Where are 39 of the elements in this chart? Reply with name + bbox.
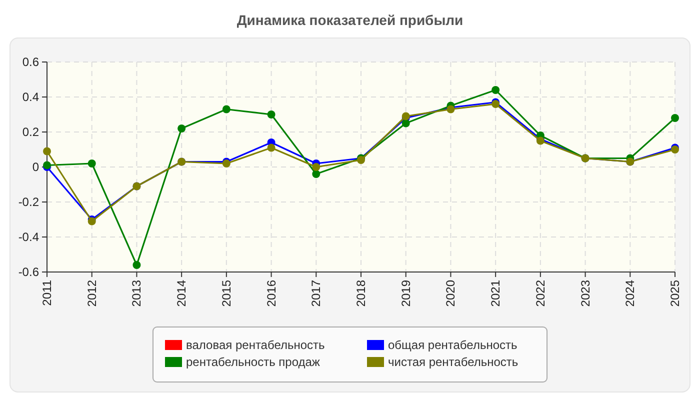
point [402, 119, 410, 128]
y-tick-label: -0.2 [18, 195, 40, 210]
y-tick-label: -0.6 [18, 265, 40, 280]
x-tick-label: 2020 [444, 280, 458, 307]
x-tick-label: 2014 [174, 280, 189, 307]
x-tick-label: 2012 [84, 280, 99, 307]
chart-title: Динамика показателей прибыли [236, 12, 464, 28]
legend-label: чистая рентабельность [388, 355, 518, 370]
point [312, 163, 320, 171]
y-tick-label: 0 [32, 160, 40, 174]
legend-label: общая рентабельность [388, 338, 518, 352]
x-tick-label: 2013 [130, 280, 144, 307]
point [312, 170, 320, 178]
y-tick-label: 0.6 [22, 55, 40, 70]
x-tick-label: 2011 [40, 280, 54, 306]
x-tick-label: 2016 [264, 280, 278, 307]
x-tick-label: 2024 [623, 280, 638, 307]
x-tick-label: 2019 [398, 280, 413, 307]
point [267, 110, 276, 118]
x-tick-label: 2021 [488, 280, 503, 307]
point [88, 160, 96, 168]
point [43, 147, 51, 156]
x-tick-label: 2018 [354, 280, 368, 307]
y-tick-label: 0.4 [22, 90, 40, 104]
point [671, 114, 679, 122]
y-tick-label: -0.4 [18, 230, 40, 244]
x-tick-label: 2017 [309, 280, 324, 307]
point [492, 86, 500, 94]
point [132, 261, 141, 269]
x-tick-label: 2023 [578, 280, 592, 307]
point [178, 124, 186, 132]
y-tick-label: 0.2 [22, 125, 40, 140]
point [222, 105, 230, 114]
x-tick-label: 2015 [219, 280, 234, 307]
x-tick-label: 2025 [668, 280, 682, 307]
point [267, 144, 276, 152]
legend-label: валовая рентабельность [186, 338, 325, 352]
legend-label: рентабельность продаж [186, 355, 320, 370]
x-tick-label: 2022 [533, 280, 548, 307]
